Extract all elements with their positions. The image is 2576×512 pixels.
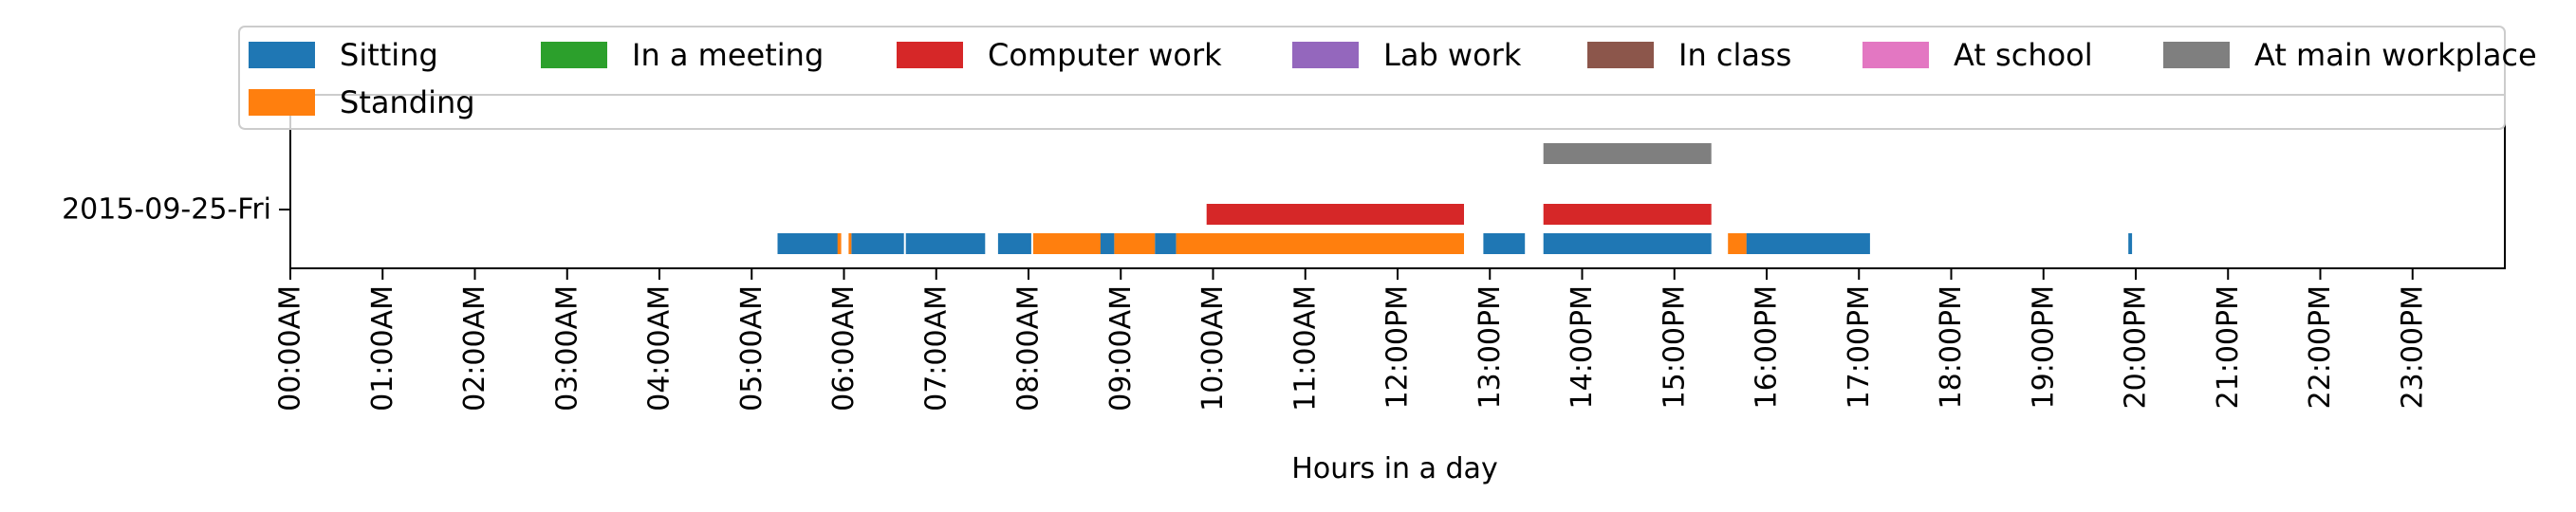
legend-frame (238, 26, 2506, 130)
series-computer-work (1206, 204, 1712, 225)
x-tick-label: 22:00PM (2304, 285, 2337, 409)
x-tick-label: 03:00AM (550, 285, 584, 411)
y-tick-label: 2015-09-25-Fri (62, 193, 271, 227)
x-tick-label: 01:00AM (366, 285, 399, 411)
legend-item-at-main-workplace: At main workplace (2163, 37, 2537, 73)
x-tick-label: 07:00AM (919, 285, 953, 411)
legend-swatch (2163, 42, 2230, 68)
x-tick-label: 06:00AM (827, 285, 861, 411)
x-tick-label: 04:00AM (643, 285, 676, 411)
legend-swatch (249, 89, 315, 116)
x-tick-label: 12:00PM (1381, 285, 1415, 409)
legend-label: Lab work (1383, 37, 1522, 73)
x-tick-label: 17:00PM (1843, 285, 1876, 409)
legend-label: In class (1678, 37, 1791, 73)
series-sitting (777, 233, 2133, 254)
x-tick-label: 11:00AM (1288, 285, 1322, 411)
x-tick-label: 08:00AM (1012, 285, 1046, 411)
legend-label: In a meeting (632, 37, 824, 73)
x-tick-label: 15:00PM (1658, 285, 1691, 409)
bar-standing-5 (1728, 233, 1747, 254)
x-tick-label: 02:00AM (458, 285, 491, 411)
legend-item-lab-work: Lab work (1292, 37, 1522, 73)
legend-swatch (541, 42, 607, 68)
x-tick-label: 09:00AM (1104, 285, 1138, 411)
bar-sitting-8 (1543, 233, 1712, 254)
bar-standing-3 (1114, 233, 1156, 254)
bar-standing-0 (837, 233, 842, 254)
legend-label: Standing (340, 84, 475, 120)
bar-computer-work-1 (1543, 204, 1712, 225)
x-tick-label: 20:00PM (2120, 285, 2153, 409)
legend-swatch (249, 42, 315, 68)
series-at-main-workplace (1543, 143, 1712, 164)
x-tick-label: 23:00PM (2396, 285, 2429, 409)
bar-sitting-9 (1746, 233, 1870, 254)
legend-item-computer-work: Computer work (897, 37, 1222, 73)
legend-label: At school (1954, 37, 2093, 73)
bar-standing-1 (848, 233, 852, 254)
bar-standing-2 (1032, 233, 1101, 254)
x-tick-label: 00:00AM (274, 285, 307, 411)
bar-sitting-0 (777, 233, 840, 254)
bar-sitting-3 (997, 233, 1031, 254)
legend-label: Computer work (988, 37, 1222, 73)
x-axis: 00:00AM 01:00AM 02:00AM 03:00AM 04:00AM 05:00… (274, 268, 2429, 411)
x-tick-label: 19:00PM (2027, 285, 2060, 409)
y-axis: 2015-09-25-Fri (62, 193, 290, 227)
legend-swatch (897, 42, 963, 68)
x-tick-label: 18:00PM (1935, 285, 1968, 409)
legend-item-at-school: At school (1863, 37, 2093, 73)
x-tick-label: 16:00PM (1751, 285, 1784, 409)
bar-at-main-workplace-0 (1543, 143, 1712, 164)
bar-sitting-5 (1155, 233, 1177, 254)
legend-label: Sitting (340, 37, 438, 73)
x-tick-label: 13:00PM (1473, 285, 1507, 409)
legend: Sitting In a meeting Computer work Lab work… (238, 26, 2537, 130)
bar-sitting-1 (851, 233, 904, 254)
bar-sitting-2 (905, 233, 986, 254)
bar-sitting-4 (1097, 233, 1115, 254)
legend-item-sitting: Sitting (249, 37, 438, 73)
legend-swatch (1863, 42, 1929, 68)
x-tick-label: 05:00AM (735, 285, 769, 411)
legend-swatch (1587, 42, 1654, 68)
x-tick-label: 10:00AM (1196, 285, 1230, 411)
bar-sitting-7 (1483, 233, 1526, 254)
legend-item-standing: Standing (249, 84, 475, 120)
x-axis-title: Hours in a day (1291, 452, 1497, 485)
series-standing (837, 233, 1747, 254)
legend-item-in-class: In class (1587, 37, 1791, 73)
x-tick-label: 14:00PM (1566, 285, 1599, 409)
bar-computer-work-0 (1206, 204, 1464, 225)
legend-item-in-a-meeting: In a meeting (541, 37, 824, 73)
legend-label: At main workplace (2254, 37, 2537, 73)
bar-standing-4 (1176, 233, 1464, 254)
bar-sitting-10 (2128, 233, 2133, 254)
x-tick-label: 21:00PM (2212, 285, 2245, 409)
activity-bars (777, 143, 2133, 254)
legend-swatch (1292, 42, 1359, 68)
